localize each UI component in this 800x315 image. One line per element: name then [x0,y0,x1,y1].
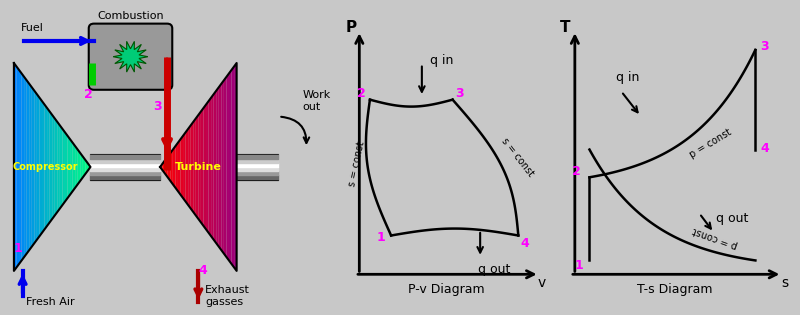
Polygon shape [58,122,60,212]
Text: 3: 3 [760,40,769,53]
Polygon shape [165,157,168,177]
Polygon shape [209,98,211,236]
Polygon shape [175,143,178,191]
Text: Work
out: Work out [302,90,331,112]
Text: Turbine: Turbine [175,162,222,172]
Polygon shape [26,80,30,254]
Text: 4: 4 [760,142,769,155]
Polygon shape [45,105,47,229]
Polygon shape [62,129,65,205]
Polygon shape [211,94,214,240]
Text: 4: 4 [521,237,529,249]
Polygon shape [206,101,209,233]
Polygon shape [83,157,86,177]
Polygon shape [226,73,229,261]
Polygon shape [162,160,165,174]
Polygon shape [113,41,148,72]
Polygon shape [196,115,198,219]
Polygon shape [19,70,22,264]
Polygon shape [224,77,226,257]
Polygon shape [22,73,24,261]
Polygon shape [190,122,194,212]
Text: Compressor: Compressor [13,162,78,172]
Polygon shape [50,112,52,222]
Polygon shape [17,66,19,267]
Polygon shape [214,91,216,243]
Polygon shape [78,150,80,184]
Text: Exhaust
gasses: Exhaust gasses [206,285,250,307]
Polygon shape [30,84,32,250]
Polygon shape [67,136,70,198]
Text: s = const: s = const [500,136,536,179]
Polygon shape [47,108,50,226]
Polygon shape [34,91,37,243]
Polygon shape [188,125,190,209]
Text: s = const: s = const [347,140,366,187]
Text: p = const: p = const [691,225,739,250]
Text: T: T [560,20,570,35]
Polygon shape [234,63,237,271]
Text: 3: 3 [153,100,162,113]
Text: 2: 2 [573,164,581,178]
Polygon shape [88,163,90,170]
Polygon shape [181,136,183,198]
Text: Fuel: Fuel [21,23,44,33]
Polygon shape [24,77,26,257]
Polygon shape [60,125,62,209]
Text: 1: 1 [376,231,385,244]
Polygon shape [70,139,73,195]
Text: Fresh Air: Fresh Air [26,297,74,307]
Polygon shape [231,66,234,267]
Text: P-v Diagram: P-v Diagram [408,284,485,296]
Polygon shape [14,63,17,271]
Polygon shape [52,115,54,219]
Text: q in: q in [430,54,454,67]
Polygon shape [170,150,173,184]
Text: 1: 1 [14,242,22,255]
Polygon shape [73,143,75,191]
Polygon shape [37,94,39,240]
Text: 1: 1 [575,259,583,272]
Polygon shape [229,70,231,264]
Polygon shape [86,160,88,174]
Text: s: s [781,276,788,289]
Text: v: v [538,276,546,289]
Polygon shape [168,153,170,181]
Polygon shape [201,108,203,226]
Polygon shape [216,87,218,247]
Polygon shape [65,132,67,202]
Polygon shape [32,87,34,247]
Text: 2: 2 [357,87,366,100]
Text: P: P [346,20,357,35]
Polygon shape [218,84,222,250]
FancyBboxPatch shape [89,24,172,90]
Text: q out: q out [478,263,510,276]
Text: p = const: p = const [688,127,734,160]
Text: q out: q out [716,212,749,225]
Text: 4: 4 [198,264,207,277]
Polygon shape [186,129,188,205]
Polygon shape [366,100,518,236]
Polygon shape [203,105,206,229]
Polygon shape [222,80,224,254]
Polygon shape [590,50,755,261]
Text: T-s Diagram: T-s Diagram [637,284,713,296]
Polygon shape [194,118,196,215]
Polygon shape [80,153,83,181]
Polygon shape [75,146,78,188]
Polygon shape [39,98,42,236]
Polygon shape [160,163,162,170]
Text: 3: 3 [454,87,463,100]
Polygon shape [54,118,58,215]
Polygon shape [173,146,175,188]
Polygon shape [42,101,45,233]
Polygon shape [198,112,201,222]
Text: q in: q in [616,71,640,84]
Polygon shape [178,139,181,195]
Text: Combustion: Combustion [97,11,164,21]
Text: 2: 2 [83,88,92,101]
Polygon shape [183,132,186,202]
